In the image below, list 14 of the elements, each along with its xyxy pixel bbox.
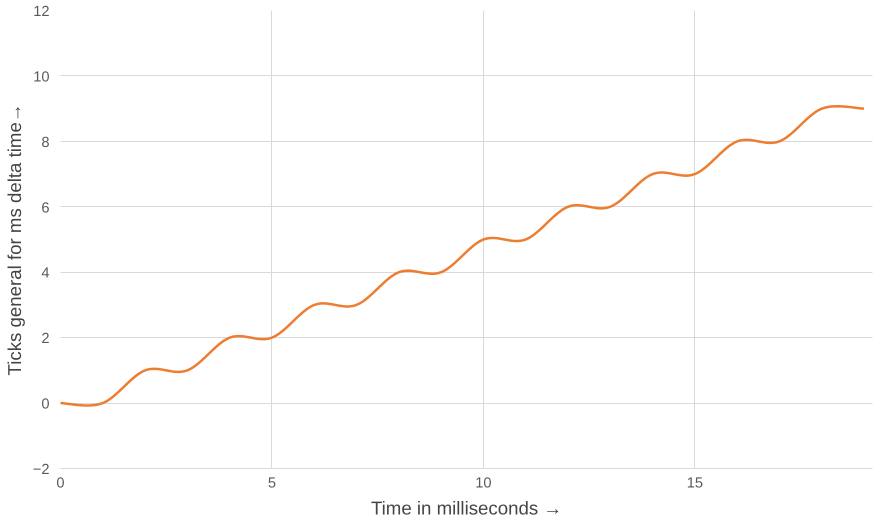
y-axis-title: Ticks general for ms delta time→ xyxy=(4,104,25,376)
x-tick-label: 15 xyxy=(686,476,704,492)
x-tick-label: 10 xyxy=(475,476,492,492)
y-tick-label: 6 xyxy=(41,200,50,216)
y-tick-label: 12 xyxy=(33,4,50,20)
y-tick-label: 2 xyxy=(41,331,50,348)
x-axis-title: Time in milliseconds → xyxy=(370,498,562,518)
y-tick-label: 0 xyxy=(41,396,50,413)
y-tick-label: −2 xyxy=(32,462,50,478)
x-tick-label: 0 xyxy=(56,476,65,492)
y-tick-label: 8 xyxy=(41,134,50,151)
x-tick-label: 5 xyxy=(268,476,276,492)
y-tick-label: 10 xyxy=(33,69,50,86)
y-tick-label: 4 xyxy=(41,266,50,282)
